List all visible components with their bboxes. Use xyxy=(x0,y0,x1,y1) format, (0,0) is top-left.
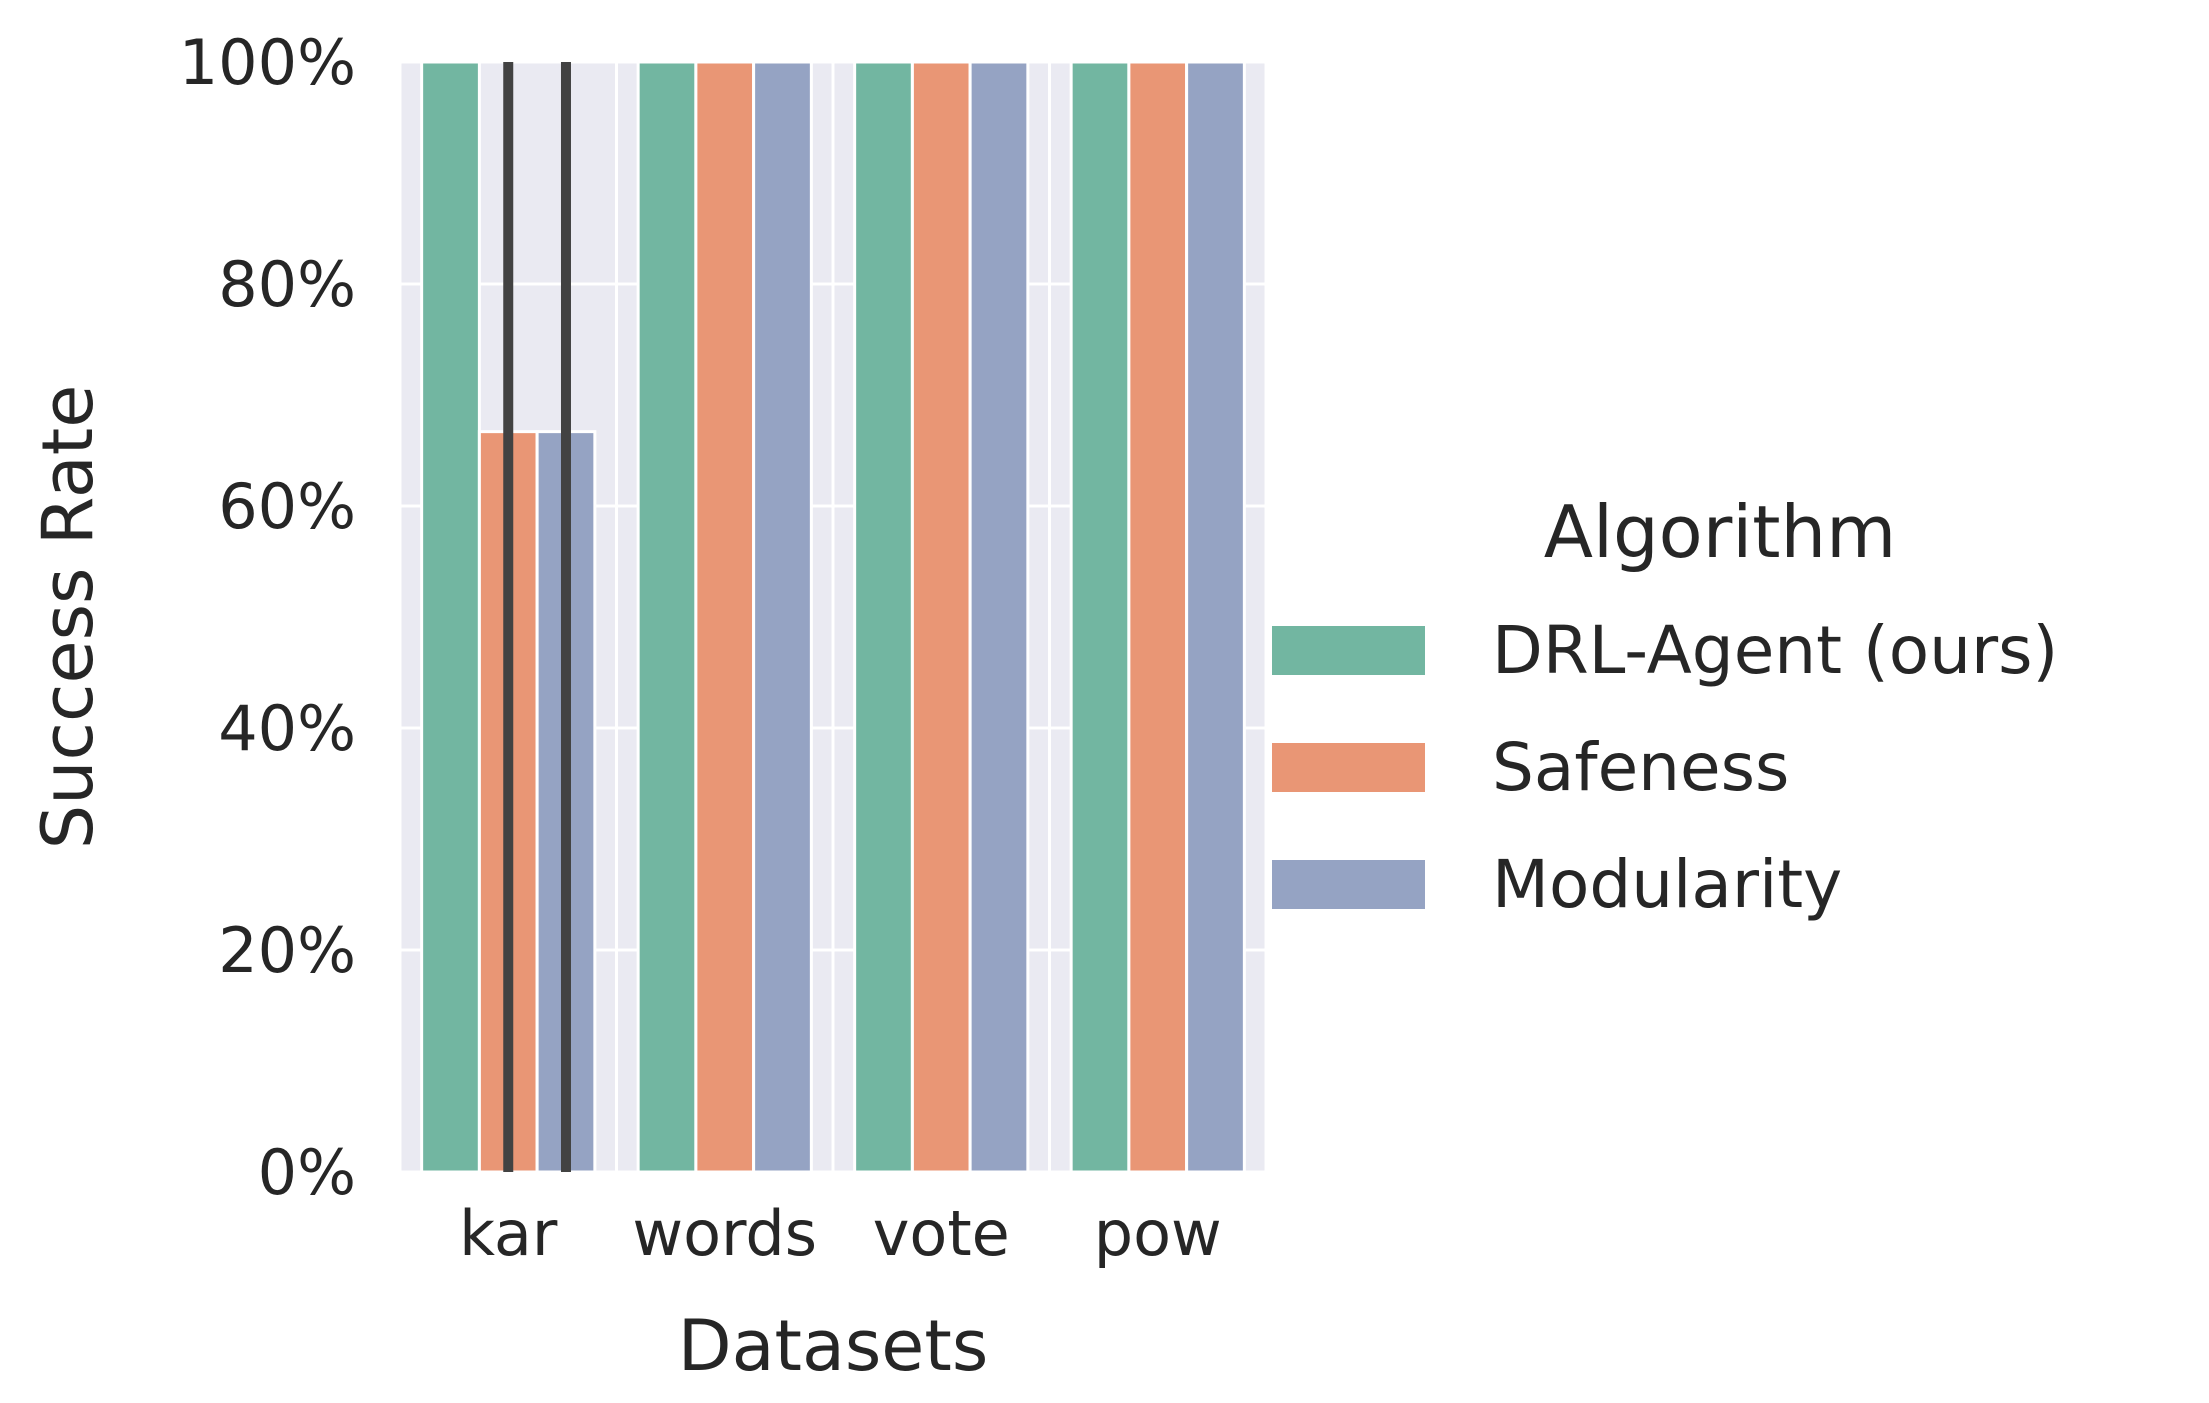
bars xyxy=(420,60,1246,1174)
x-tick-label: pow xyxy=(1094,1197,1222,1270)
y-tick-label: 0% xyxy=(258,1136,356,1209)
legend-label: Modularity xyxy=(1492,846,1842,923)
y-tick-label: 100% xyxy=(179,26,356,99)
y-tick-label: 20% xyxy=(218,914,356,987)
y-axis-title: Success Rate xyxy=(27,385,109,850)
legend-label: Safeness xyxy=(1492,729,1789,806)
bar-vote-safeness xyxy=(910,60,972,1174)
legend-title: Algorithm xyxy=(1544,490,1897,574)
legend-swatch xyxy=(1270,624,1427,677)
y-tick-label: 60% xyxy=(218,470,356,543)
bar-pow-safeness xyxy=(1127,60,1189,1174)
bar-words-drl-agent-ours xyxy=(636,60,698,1174)
bar-words-safeness xyxy=(694,60,756,1174)
bar-vote-drl-agent-ours xyxy=(853,60,914,1174)
x-tick-label: vote xyxy=(873,1197,1010,1270)
legend-swatch xyxy=(1270,741,1427,794)
y-tick-label: 40% xyxy=(218,692,356,765)
y-tick-labels: 0% 20% 40% 60% 80% 100% xyxy=(179,26,356,1209)
x-tick-label: kar xyxy=(459,1197,558,1270)
y-tick-label: 80% xyxy=(218,248,356,321)
x-tick-label: words xyxy=(632,1197,817,1270)
legend: Algorithm DRL-Agent (ours) Safeness Modula… xyxy=(1270,490,2058,923)
bar-words-modularity xyxy=(752,60,813,1174)
bar-vote-modularity xyxy=(968,60,1030,1174)
x-axis-title: Datasets xyxy=(678,1305,989,1387)
bar-pow-drl-agent-ours xyxy=(1069,60,1131,1174)
error-bars xyxy=(503,62,571,1172)
legend-label: DRL-Agent (ours) xyxy=(1492,612,2058,689)
x-tick-labels: kar words vote pow xyxy=(459,1197,1222,1270)
bar-pow-modularity xyxy=(1185,60,1246,1174)
bar-kar-drl-agent-ours xyxy=(420,60,481,1174)
legend-swatch xyxy=(1270,858,1427,911)
